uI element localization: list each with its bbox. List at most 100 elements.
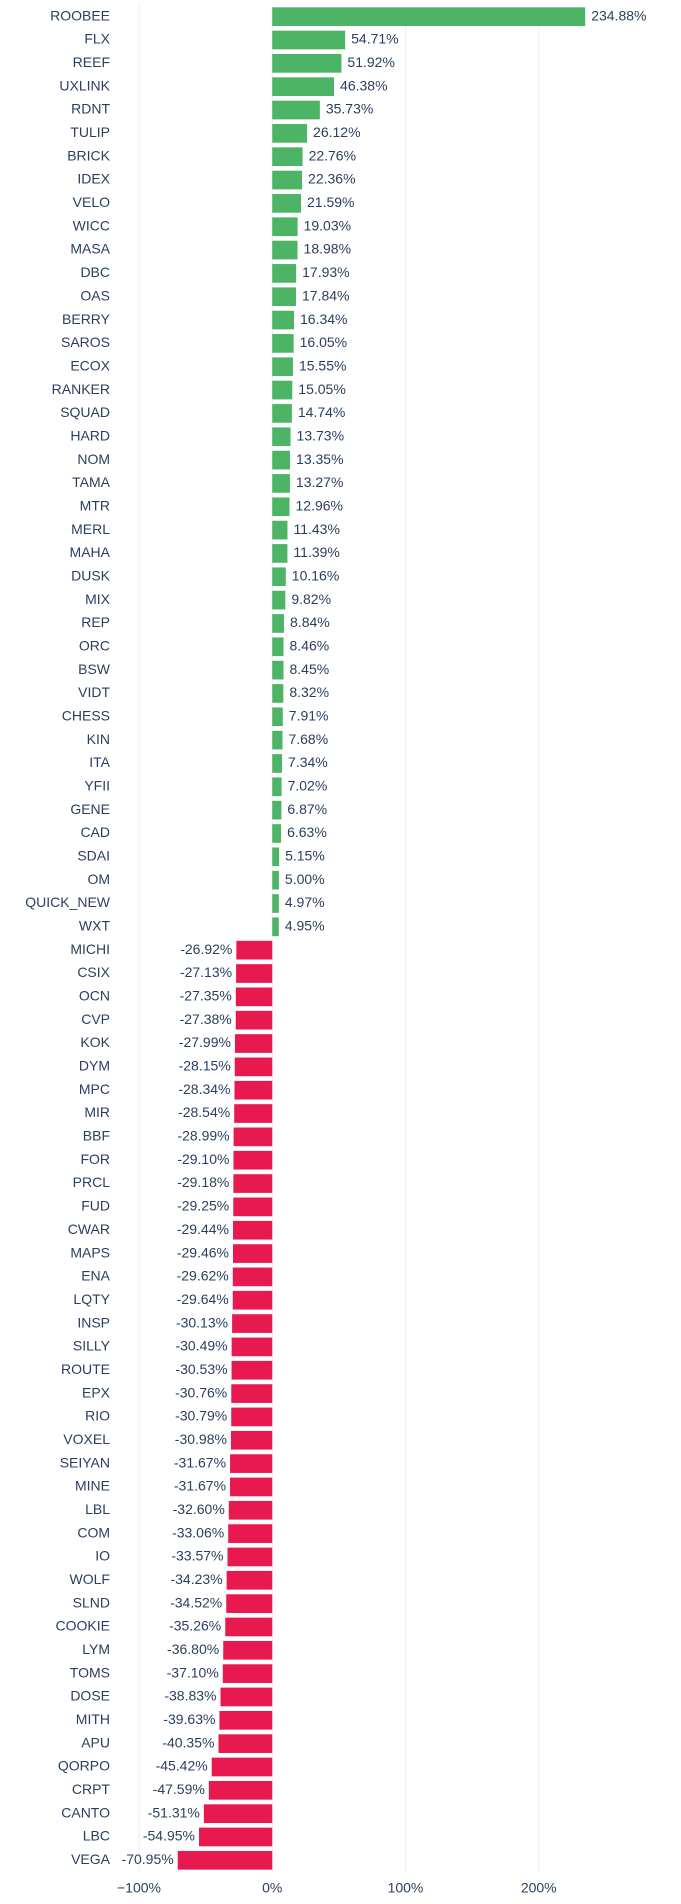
bar	[272, 730, 283, 750]
bar	[177, 1850, 273, 1870]
category-label: TOMS	[70, 1664, 110, 1680]
bar	[272, 310, 295, 330]
category-label: DYM	[79, 1058, 110, 1074]
category-label: TAMA	[72, 474, 111, 490]
bar	[272, 637, 284, 657]
category-label: SDAI	[77, 848, 110, 864]
category-label: KIN	[87, 731, 110, 747]
bar	[272, 800, 282, 820]
bar	[272, 30, 346, 50]
value-label: 8.84%	[290, 614, 330, 630]
value-label: 9.82%	[291, 591, 331, 607]
bar	[227, 1547, 273, 1567]
value-label: 13.35%	[296, 451, 343, 467]
value-label: -32.60%	[173, 1501, 225, 1517]
category-label: VIDT	[78, 684, 110, 700]
value-label: 11.43%	[293, 521, 339, 537]
value-label: -31.67%	[174, 1454, 226, 1470]
value-label: -70.95%	[122, 1851, 174, 1867]
bar	[272, 777, 282, 797]
category-label: MIX	[85, 591, 111, 607]
category-label: MASA	[70, 241, 110, 257]
value-label: -34.23%	[170, 1571, 222, 1587]
bar	[272, 497, 290, 517]
category-label: GENE	[70, 801, 110, 817]
category-label: CVP	[81, 1011, 110, 1027]
bar	[272, 660, 284, 680]
bar	[223, 1640, 273, 1660]
value-label: -38.83%	[164, 1688, 216, 1704]
value-label: -29.64%	[177, 1291, 229, 1307]
bar	[226, 1594, 273, 1613]
value-label: -54.95%	[143, 1828, 195, 1844]
value-label: -30.53%	[175, 1361, 227, 1377]
value-label: -28.99%	[177, 1128, 229, 1144]
bar	[272, 427, 291, 447]
category-label: REP	[81, 614, 110, 630]
value-label: -33.57%	[171, 1548, 223, 1564]
category-label: LYM	[82, 1641, 110, 1657]
bar	[234, 1104, 273, 1123]
bar	[272, 194, 302, 213]
value-label: -27.35%	[180, 988, 232, 1004]
bar	[234, 1057, 273, 1077]
value-label: -31.67%	[174, 1478, 226, 1494]
bar	[232, 1244, 273, 1263]
category-label: SILLY	[73, 1338, 111, 1354]
value-label: 16.05%	[300, 334, 347, 350]
category-label: LQTY	[73, 1291, 110, 1307]
value-label: 18.98%	[304, 241, 351, 257]
bar	[272, 917, 279, 937]
value-label: -37.10%	[167, 1664, 219, 1680]
value-label: 21.59%	[307, 194, 354, 210]
value-label: 15.55%	[299, 357, 346, 373]
value-label: -47.59%	[153, 1781, 205, 1797]
category-label: ORC	[79, 637, 110, 653]
x-tick-label: 200%	[521, 1880, 557, 1896]
value-label: 15.05%	[298, 381, 345, 397]
bar	[233, 1220, 273, 1240]
value-label: -35.26%	[169, 1618, 221, 1634]
category-label: BRICK	[67, 147, 110, 163]
bar	[231, 1407, 273, 1427]
category-label: CAD	[80, 824, 110, 840]
bar	[232, 1314, 273, 1333]
category-label: DOSE	[70, 1688, 110, 1704]
bar	[231, 1360, 273, 1380]
category-label: LBC	[83, 1828, 110, 1844]
bar	[272, 590, 286, 610]
value-label: 19.03%	[304, 217, 351, 233]
category-label: SEIYAN	[60, 1454, 110, 1470]
value-label: -28.15%	[179, 1058, 231, 1074]
category-label: LBL	[85, 1501, 110, 1517]
value-label: 17.84%	[302, 287, 349, 303]
value-label: -29.18%	[177, 1174, 229, 1190]
bar	[272, 217, 298, 237]
bar	[272, 754, 283, 773]
category-label: BERRY	[62, 311, 111, 327]
category-label: WXT	[79, 918, 111, 934]
category-label: VOXEL	[63, 1431, 110, 1447]
category-label: RDNT	[71, 101, 110, 117]
value-label: 7.91%	[289, 707, 329, 723]
value-label: 22.76%	[309, 147, 356, 163]
value-label: -30.76%	[175, 1384, 227, 1400]
value-label: 54.71%	[351, 31, 398, 47]
value-label: -51.31%	[148, 1804, 200, 1820]
x-tick-label: −100%	[117, 1880, 161, 1896]
bar	[272, 380, 293, 400]
bar	[272, 474, 290, 493]
bar	[234, 1080, 273, 1100]
value-label: -39.63%	[163, 1711, 215, 1727]
value-label: 11.39%	[293, 544, 339, 560]
category-label: PRCL	[73, 1174, 111, 1190]
category-label: ITA	[89, 754, 110, 770]
bar	[233, 1150, 273, 1170]
bar	[272, 7, 586, 27]
value-label: -30.98%	[175, 1431, 227, 1447]
category-label: BBF	[83, 1128, 110, 1144]
bar	[272, 404, 292, 423]
category-label: RIO	[85, 1408, 110, 1424]
category-label: CHESS	[62, 707, 110, 723]
